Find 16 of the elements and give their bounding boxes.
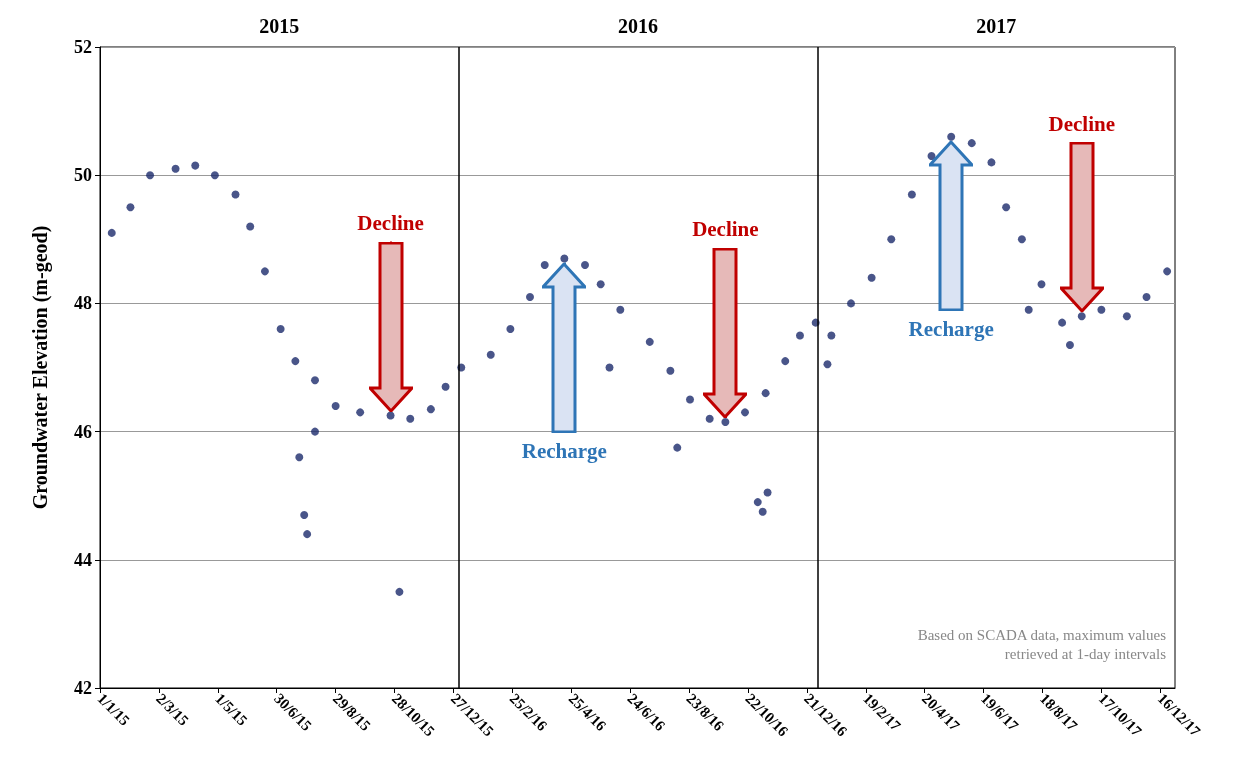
y-tick-label: 42 [74,678,92,698]
annotation: Decline [357,211,424,236]
y-axis-title: Groundwater Elevation (m-geod) [29,225,52,510]
y-tick-label: 50 [74,165,92,186]
annotation: Based on SCADA data, maximum values retrieved at 1-day intervals [916,626,1166,664]
y-tick-label: 46 [74,421,92,442]
text: 2017 [975,15,1018,38]
annotation: Decline [692,217,759,242]
annotation: Recharge [908,317,994,342]
text: 2015 [258,15,301,38]
annotation: Recharge [521,439,607,464]
y-tick-label: 48 [74,293,92,314]
text: 2016 [617,15,659,38]
annotation: Decline [1048,111,1115,136]
y-tick-label: 44 [74,549,92,570]
y-tick-label: 52 [74,37,92,57]
